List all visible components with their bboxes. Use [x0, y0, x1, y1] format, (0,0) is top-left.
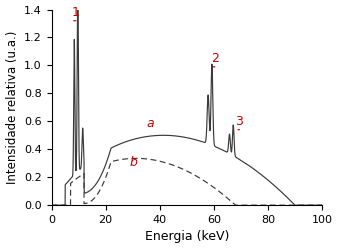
Y-axis label: Intensidade relativa (u.a.): Intensidade relativa (u.a.): [5, 31, 19, 184]
Text: 3: 3: [236, 115, 243, 128]
Text: a: a: [146, 117, 154, 130]
X-axis label: Energia (keV): Energia (keV): [145, 230, 229, 244]
Text: 1: 1: [72, 6, 80, 19]
Text: b: b: [130, 156, 138, 169]
Text: 2: 2: [211, 53, 219, 65]
